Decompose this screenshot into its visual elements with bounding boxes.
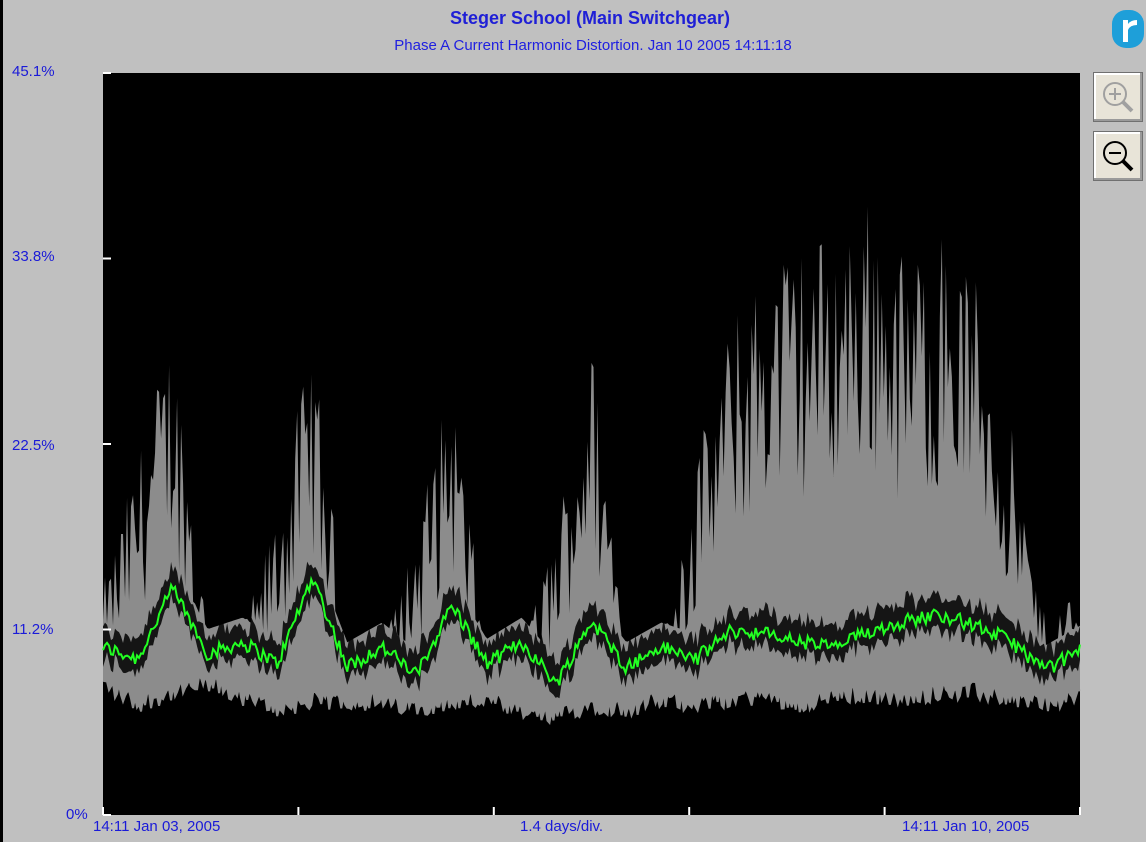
max-series-area [103,206,1080,723]
x-start-label: 14:11 Jan 03, 2005 [93,818,221,835]
window-border [0,0,3,842]
min-series-line [102,673,1081,726]
average-band [103,561,1080,699]
x-end-label: 14:11 Jan 10, 2005 [902,818,1030,835]
zoom-in-icon [1103,82,1134,113]
zoom-out-icon [1103,141,1134,172]
chart-title: Steger School (Main Switchgear) [449,8,731,28]
x-axis-label: 1.4 days/div. [520,818,604,835]
y-tick-label: 45.1% [12,63,55,80]
zoom-in-button[interactable] [1093,72,1143,122]
series-layer [102,206,1081,726]
average-series-line [102,575,1081,686]
app-logo-icon [1110,8,1146,50]
tick-layer [102,72,1081,816]
y-tick-label: 33.8% [12,248,55,265]
chart-subtitle: Phase A Current Harmonic Distortion. Jan… [394,37,792,54]
y-tick-label: 22.5% [12,437,55,454]
y-tick-label: 0% [66,806,88,823]
y-tick-label: 11.2% [12,621,54,638]
zoom-out-button[interactable] [1093,131,1143,181]
